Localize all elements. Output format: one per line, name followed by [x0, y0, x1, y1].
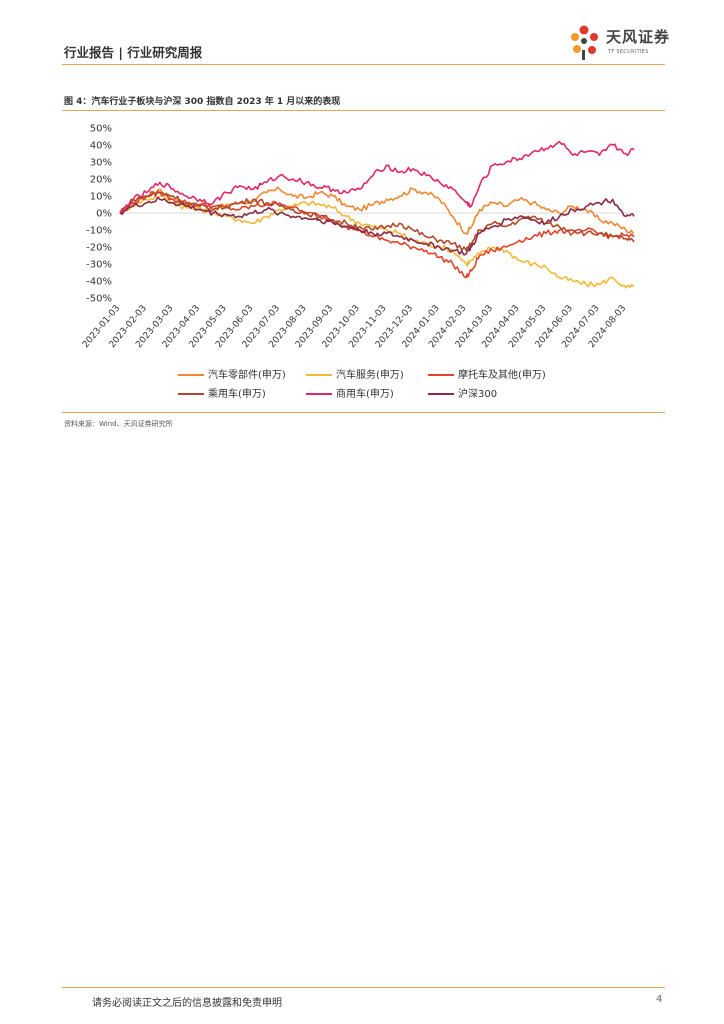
legend-label: 沪深300 — [458, 389, 498, 400]
legend-item: 汽车服务(申万) — [306, 366, 404, 381]
brand-name: 天风证券 — [606, 28, 671, 46]
line-chart: 50%40%30%20%10%0%-10%-20%-30%-40%-50%202… — [81, 124, 635, 350]
y-tick-label: 40% — [90, 141, 112, 152]
page-number: 4 — [656, 994, 663, 1005]
legend-swatch — [428, 393, 454, 395]
figure-bottom-divider — [62, 412, 665, 413]
y-tick-label: 30% — [90, 158, 112, 169]
caption-divider — [62, 110, 665, 111]
y-tick-label: -10% — [86, 226, 112, 237]
legend-swatch — [306, 374, 332, 376]
legend-swatch — [428, 374, 454, 376]
legend-label: 乘用车(申万) — [208, 389, 266, 400]
legend-item: 摩托车及其他(申万) — [428, 366, 546, 381]
series-line-3 — [119, 190, 635, 279]
y-tick-label: -40% — [86, 277, 112, 288]
y-tick-label: -20% — [86, 243, 112, 254]
y-tick-label: 10% — [90, 192, 112, 203]
legend-swatch — [178, 374, 204, 376]
y-tick-label: 50% — [90, 124, 112, 135]
footer-divider — [62, 987, 665, 988]
series-line-5 — [119, 140, 635, 214]
legend-item: 商用车(申万) — [306, 385, 394, 400]
brand-subtitle: TF SECURITIES — [608, 49, 649, 55]
legend-item: 汽车零部件(申万) — [178, 366, 286, 381]
legend-label: 商用车(申万) — [336, 389, 394, 400]
footer-disclaimer: 请务必阅读正文之后的信息披露和免责申明 — [92, 998, 282, 1009]
legend-swatch — [178, 393, 204, 395]
y-tick-label: -50% — [86, 294, 112, 305]
y-tick-label: -30% — [86, 260, 112, 271]
report-header-title: 行业报告 | 行业研究周报 — [64, 45, 203, 60]
header-divider — [62, 64, 665, 65]
y-tick-label: 0% — [96, 209, 112, 220]
series-line-6 — [119, 196, 635, 256]
flower-icon — [571, 25, 598, 60]
figure-source: 资料来源：Wind、天风证券研究所 — [64, 420, 173, 428]
legend-label: 摩托车及其他(申万) — [458, 370, 546, 381]
figure-caption: 图 4：汽车行业子板块与沪深 300 指数自 2023 年 1 月以来的表现 — [64, 97, 341, 107]
legend-item: 沪深300 — [428, 385, 497, 400]
brand-logo: 天风证券 TF SECURITIES — [568, 22, 678, 62]
legend-label: 汽车零部件(申万) — [208, 370, 286, 381]
legend-item: 乘用车(申万) — [178, 385, 266, 400]
legend-label: 汽车服务(申万) — [336, 370, 404, 381]
legend-swatch — [306, 393, 332, 395]
y-tick-label: 20% — [90, 175, 112, 186]
